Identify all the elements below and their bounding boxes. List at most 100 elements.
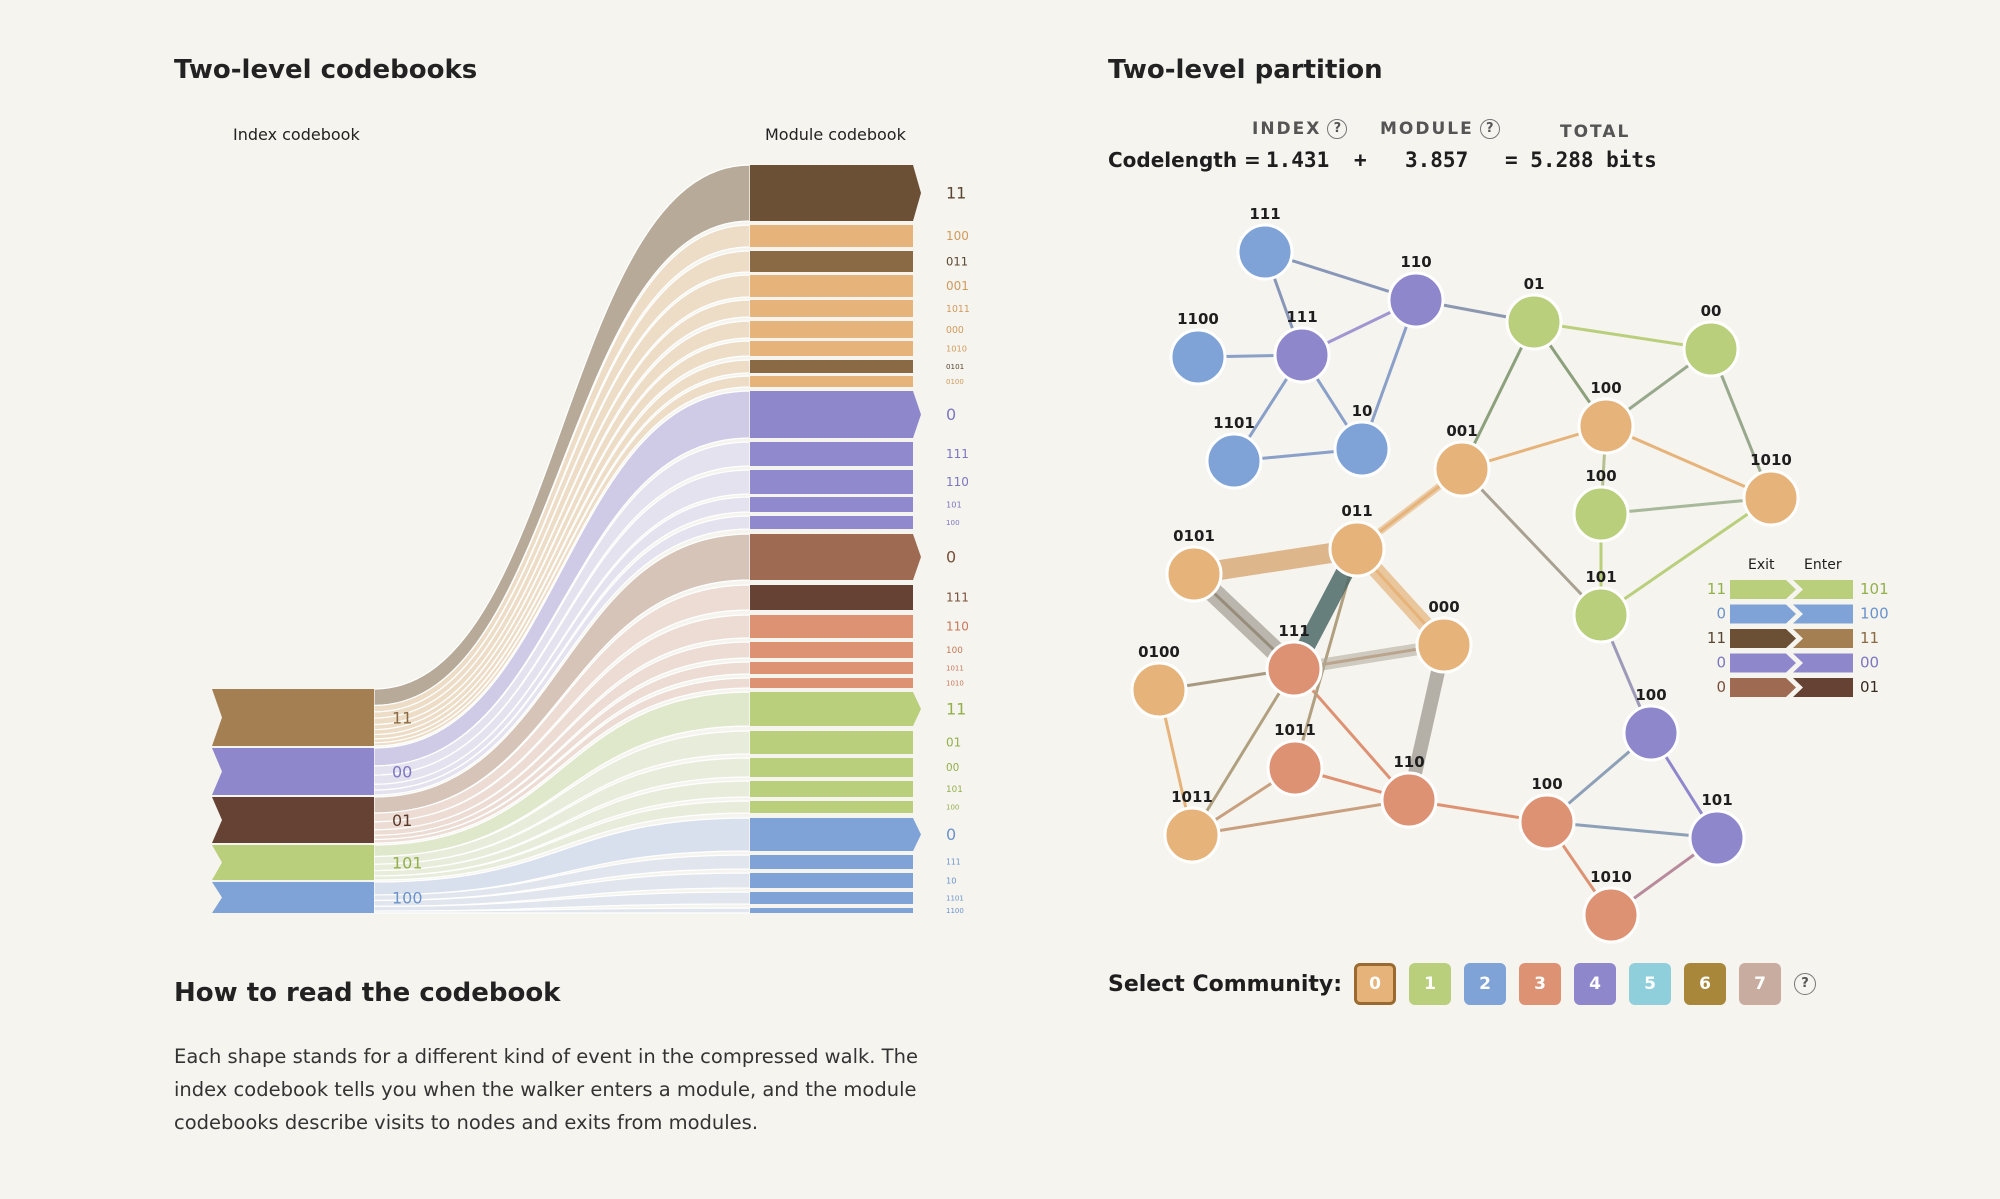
community-button-1[interactable]: 1 bbox=[1409, 963, 1452, 1005]
community-button-3[interactable]: 3 bbox=[1519, 963, 1562, 1005]
module-code-label: 110 bbox=[946, 475, 969, 489]
node-label: 1011 bbox=[1171, 788, 1213, 806]
index-code-bar bbox=[212, 845, 374, 880]
module-code-bar bbox=[750, 662, 913, 674]
community-button-6[interactable]: 6 bbox=[1684, 963, 1727, 1005]
module-code-label: 100 bbox=[946, 646, 963, 656]
module-code-label: 0 bbox=[946, 405, 956, 424]
network-node[interactable] bbox=[1505, 293, 1563, 351]
module-code-bar bbox=[750, 251, 913, 272]
network-node[interactable] bbox=[1572, 485, 1630, 543]
module-code-label: 101 bbox=[946, 785, 963, 795]
network-graph: 1111100110110110111010010000110010101010… bbox=[1130, 205, 1889, 944]
legend-enter-code: 101 bbox=[1860, 580, 1889, 598]
community-button-7[interactable]: 7 bbox=[1739, 963, 1782, 1005]
module-code-bar bbox=[750, 908, 913, 913]
module-code-label: 00 bbox=[946, 762, 959, 774]
network-node[interactable] bbox=[1380, 771, 1438, 829]
legend-enter-arrow bbox=[1793, 678, 1853, 697]
module-code-label: 0 bbox=[946, 825, 956, 844]
legend-enter-code: 100 bbox=[1860, 605, 1889, 623]
network-node[interactable] bbox=[1518, 793, 1576, 851]
node-label: 100 bbox=[1590, 379, 1621, 397]
community-button-0[interactable]: 0 bbox=[1354, 963, 1397, 1005]
network-node[interactable] bbox=[1688, 809, 1746, 867]
module-code-label: 1011 bbox=[946, 664, 964, 672]
network-node[interactable] bbox=[1169, 328, 1227, 386]
module-code-label: 100 bbox=[946, 518, 960, 527]
network-node[interactable] bbox=[1130, 661, 1188, 719]
network-node[interactable] bbox=[1577, 397, 1635, 455]
module-code-bar bbox=[750, 321, 913, 338]
module-code-label: 0 bbox=[946, 548, 956, 567]
module-code-bar bbox=[750, 275, 913, 297]
module-code-label: 1011 bbox=[946, 304, 970, 315]
node-label: 1010 bbox=[1750, 451, 1792, 469]
module-code-bar bbox=[750, 470, 913, 494]
legend-exit-header: Exit bbox=[1748, 557, 1775, 573]
network-node[interactable] bbox=[1265, 640, 1323, 698]
network-edge bbox=[1600, 496, 1772, 617]
network-node[interactable] bbox=[1415, 616, 1473, 674]
index-code-label: 11 bbox=[392, 709, 412, 728]
module-code-label: 01 bbox=[946, 736, 961, 750]
network-node[interactable] bbox=[1387, 271, 1445, 329]
network-node[interactable] bbox=[1333, 420, 1391, 478]
module-code-label: 001 bbox=[946, 279, 969, 293]
index-codelength-value: 1.431 bbox=[1266, 148, 1330, 172]
community-button-2[interactable]: 2 bbox=[1464, 963, 1507, 1005]
legend-enter-arrow bbox=[1793, 604, 1853, 624]
node-label: 111 bbox=[1249, 205, 1280, 223]
total-codelength-value: = 5.288 bits bbox=[1505, 148, 1657, 172]
module-exit-bar bbox=[750, 391, 921, 438]
legend-enter-code: 11 bbox=[1860, 629, 1879, 647]
network-node[interactable] bbox=[1328, 520, 1386, 578]
module-code-label: 1101 bbox=[946, 894, 964, 902]
network-node[interactable] bbox=[1682, 320, 1740, 378]
module-code-bar bbox=[750, 801, 913, 813]
howto-title: How to read the codebook bbox=[174, 978, 561, 1008]
network-node[interactable] bbox=[1236, 223, 1294, 281]
network-node[interactable] bbox=[1742, 469, 1800, 527]
node-label: 1011 bbox=[1274, 721, 1316, 739]
legend-exit-arrow bbox=[1730, 604, 1796, 624]
module-codebook-label: Module codebook bbox=[765, 125, 906, 144]
legend-exit-code: 11 bbox=[1707, 629, 1726, 647]
network-node[interactable] bbox=[1572, 586, 1630, 644]
total-header: TOTAL bbox=[1560, 122, 1631, 142]
network-node[interactable] bbox=[1266, 739, 1324, 797]
network-node[interactable] bbox=[1433, 440, 1491, 498]
network-node[interactable] bbox=[1582, 886, 1640, 944]
node-label: 10 bbox=[1352, 402, 1373, 420]
network-edge bbox=[1292, 668, 1411, 801]
network-node[interactable] bbox=[1622, 704, 1680, 762]
network-node[interactable] bbox=[1205, 432, 1263, 490]
module-codelength-value: 3.857 bbox=[1405, 148, 1469, 172]
node-label: 000 bbox=[1428, 598, 1459, 616]
module-code-label: 110 bbox=[946, 620, 969, 634]
index-help-icon[interactable]: ? bbox=[1327, 119, 1348, 139]
network-node[interactable] bbox=[1163, 806, 1221, 864]
module-code-label: 10 bbox=[946, 875, 957, 885]
node-label: 00 bbox=[1701, 302, 1722, 320]
node-label: 1010 bbox=[1590, 868, 1632, 886]
module-code-label: 100 bbox=[946, 803, 959, 811]
module-code-label: 11 bbox=[946, 184, 966, 203]
node-label: 1101 bbox=[1213, 414, 1255, 432]
network-node[interactable] bbox=[1273, 326, 1331, 384]
community-button-5[interactable]: 5 bbox=[1629, 963, 1672, 1005]
module-code-bar bbox=[750, 585, 913, 610]
select-help-icon[interactable]: ? bbox=[1794, 973, 1817, 995]
network-edge bbox=[1605, 424, 1772, 500]
module-help-icon[interactable]: ? bbox=[1479, 119, 1500, 139]
network-edge bbox=[1191, 798, 1410, 837]
codebook-diagram: 1110001100110110001010010101000111110101… bbox=[212, 164, 970, 915]
network-node[interactable] bbox=[1165, 545, 1223, 603]
module-code-bar bbox=[750, 376, 913, 387]
partition-title: Two-level partition bbox=[1108, 55, 1383, 85]
legend-enter-code: 00 bbox=[1860, 654, 1879, 672]
index-code-bar bbox=[212, 748, 374, 795]
index-code-bar bbox=[212, 882, 374, 913]
community-button-4[interactable]: 4 bbox=[1574, 963, 1617, 1005]
